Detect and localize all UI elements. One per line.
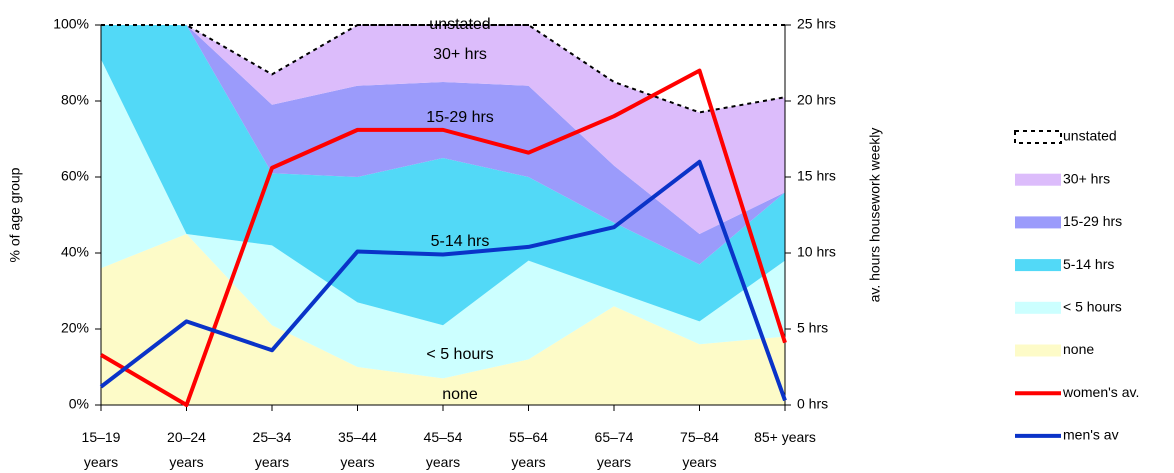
area — [101, 25, 785, 265]
legend-label: 15-29 hrs — [1063, 213, 1122, 229]
area-label: 30+ hrs — [433, 46, 487, 63]
area — [101, 59, 785, 379]
legend-label: 30+ hrs — [1063, 170, 1110, 186]
y-tick-label: 80% — [61, 92, 89, 108]
x-tick-label: 65–74 years — [595, 429, 634, 470]
area — [101, 25, 785, 113]
area-label: 15-29 hrs — [426, 109, 494, 126]
y-tick-label: 40% — [61, 244, 89, 260]
area-border — [101, 24, 786, 114]
x-tick-label: 35–44 years — [338, 429, 377, 470]
area — [101, 25, 785, 234]
x-tick-label: 25–34 years — [253, 429, 292, 470]
y2-tick-label: 5 hrs — [797, 320, 828, 336]
x-tick-label: 75–84 years — [680, 429, 719, 470]
legend-label: 5-14 hrs — [1063, 256, 1114, 272]
y-tick-label: 100% — [53, 16, 89, 32]
y-tick-label: 20% — [61, 320, 89, 336]
y-tick-label: 60% — [61, 168, 89, 184]
legend-label: unstated — [1063, 128, 1117, 144]
legend-swatch — [1015, 216, 1061, 229]
y2-tick-label: 25 hrs — [797, 16, 836, 32]
x-tick-label: 15–19 years — [82, 429, 121, 470]
line — [99, 159, 787, 402]
legend-swatch — [1014, 130, 1062, 144]
y-axis-label: % of age group — [7, 167, 23, 262]
x-tick-label: 85+ years — [754, 429, 816, 445]
legend-swatch — [1015, 173, 1061, 186]
y2-tick-label: 20 hrs — [797, 92, 836, 108]
y-tick-label: 0% — [69, 396, 89, 412]
area — [101, 25, 785, 326]
legend-swatch — [1015, 344, 1061, 357]
x-tick-label: 55–64 years — [509, 429, 548, 470]
area-label: unstated — [429, 16, 490, 33]
legend-label: < 5 hours — [1063, 299, 1122, 315]
x-tick-label: 20–24 years — [167, 429, 206, 470]
legend-swatch — [1015, 259, 1061, 272]
legend-swatch — [1015, 301, 1061, 314]
line — [99, 68, 787, 407]
y2-tick-label: 15 hrs — [797, 168, 836, 184]
area — [101, 234, 785, 405]
area-label: < 5 hours — [426, 346, 493, 363]
y2-tick-label: 10 hrs — [797, 244, 836, 260]
x-tick-label: 45–54 years — [424, 429, 463, 470]
y2-axis-label: av. hours housework weekly — [867, 128, 883, 303]
y2-tick-label: 0 hrs — [797, 396, 828, 412]
legend-label: men's av — [1063, 427, 1119, 443]
legend-label: none — [1063, 341, 1094, 357]
area-label: none — [442, 386, 478, 403]
area-label: 5-14 hrs — [431, 233, 490, 250]
legend-label: women's av. — [1062, 384, 1139, 400]
